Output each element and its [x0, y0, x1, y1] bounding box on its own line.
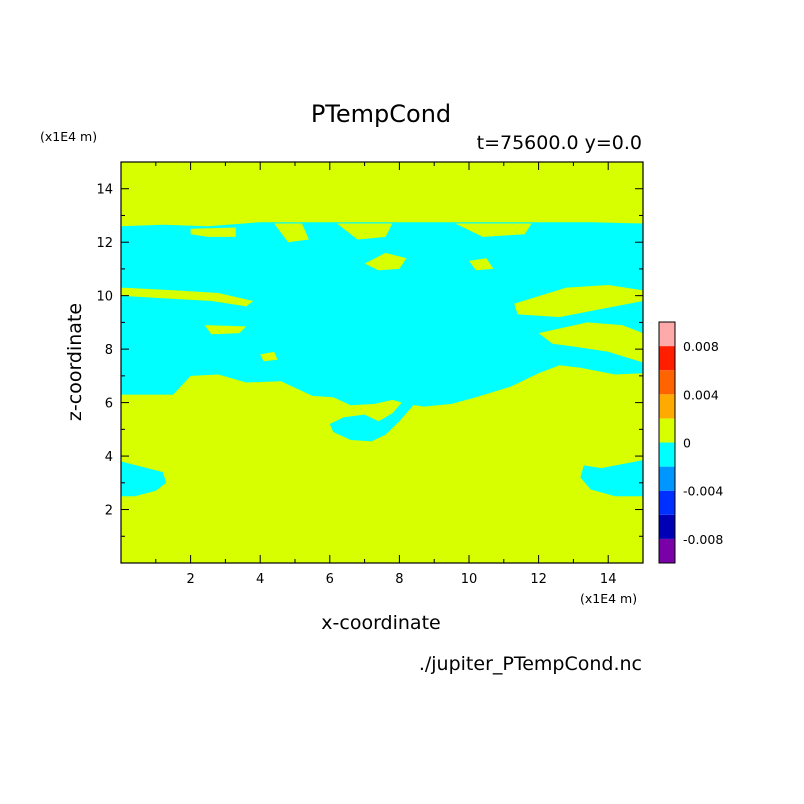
- y-tick-label: 4: [105, 450, 113, 465]
- y-axis-label: z-coordinate: [64, 303, 86, 421]
- zero-patch-left-band: [121, 287, 254, 307]
- source-file-label: ./jupiter_PTempCond.nc: [419, 653, 642, 675]
- colorbar: 0.008 0.004 0 -0.004 -0.008: [658, 321, 723, 564]
- colorbar-swatch: [659, 394, 675, 419]
- colorbar-swatch: [659, 442, 675, 467]
- y-tick-label: 10: [96, 290, 113, 305]
- plot-area: [121, 162, 643, 563]
- colorbar-swatch: [659, 322, 675, 347]
- colorbar-swatch: [659, 490, 675, 515]
- y-tick-label: 12: [96, 236, 113, 251]
- negative-cond-left-low: [121, 461, 167, 497]
- colorbar-tick-label: -0.004: [683, 484, 723, 499]
- zero-patch-top-mid: [274, 223, 309, 243]
- colorbar-swatch: [659, 538, 675, 563]
- x-tick-label: 10: [461, 572, 478, 587]
- colorbar-tick-label: -0.008: [683, 532, 723, 547]
- colorbar-frame: [658, 321, 676, 564]
- x-tick-label: 4: [256, 572, 264, 587]
- zero-patch-top-mid2: [336, 223, 393, 240]
- colorbar-tick-label: 0.004: [683, 387, 719, 402]
- colorbar-swatch: [659, 370, 675, 395]
- zero-patch-top-right: [455, 223, 532, 237]
- colorbar-swatch: [659, 418, 675, 443]
- zero-patch-mid-blob2: [469, 258, 494, 271]
- colorbar-swatch: [659, 514, 675, 539]
- negative-cond-right-low: [580, 460, 643, 497]
- zero-patch-small: [260, 351, 278, 362]
- x-tick-label: 12: [530, 572, 547, 587]
- zero-patch-top-left: [190, 227, 236, 237]
- colorbar-tick-label: 0: [683, 436, 691, 451]
- y-tick-label: 8: [105, 343, 113, 358]
- negative-cond-lobe: [329, 397, 414, 442]
- x-axis-label: x-coordinate: [321, 612, 440, 634]
- y-tick-label: 6: [105, 397, 113, 412]
- chart-subtitle: t=75600.0 y=0.0: [477, 132, 642, 154]
- colorbar-swatch: [659, 346, 675, 371]
- negative-cond-main: [121, 222, 643, 407]
- zero-patch-right-band2: [538, 322, 643, 363]
- x-tick-label: 8: [395, 572, 403, 587]
- colorbar-tick-label: 0.008: [683, 339, 719, 354]
- zero-patch-right-band: [514, 285, 643, 318]
- zero-patch-mid-blob: [364, 252, 407, 271]
- axes: 2 4 6 8 10 12 14 2 4 6 8 10 12 14: [96, 161, 644, 587]
- colorbar-swatch: [659, 466, 675, 491]
- zero-patch-left-band2: [204, 325, 247, 335]
- y-tick-label: 14: [96, 183, 113, 198]
- y-unit-label: (x1E4 m): [40, 129, 97, 144]
- field-layer: [121, 162, 643, 563]
- x-tick-label: 6: [326, 572, 334, 587]
- plot-frame: [120, 161, 644, 564]
- y-tick-label: 2: [105, 504, 113, 519]
- x-tick-label: 2: [186, 572, 194, 587]
- x-tick-label: 14: [600, 572, 617, 587]
- x-unit-label: (x1E4 m): [580, 591, 637, 606]
- chart-title: PTempCond: [311, 100, 451, 128]
